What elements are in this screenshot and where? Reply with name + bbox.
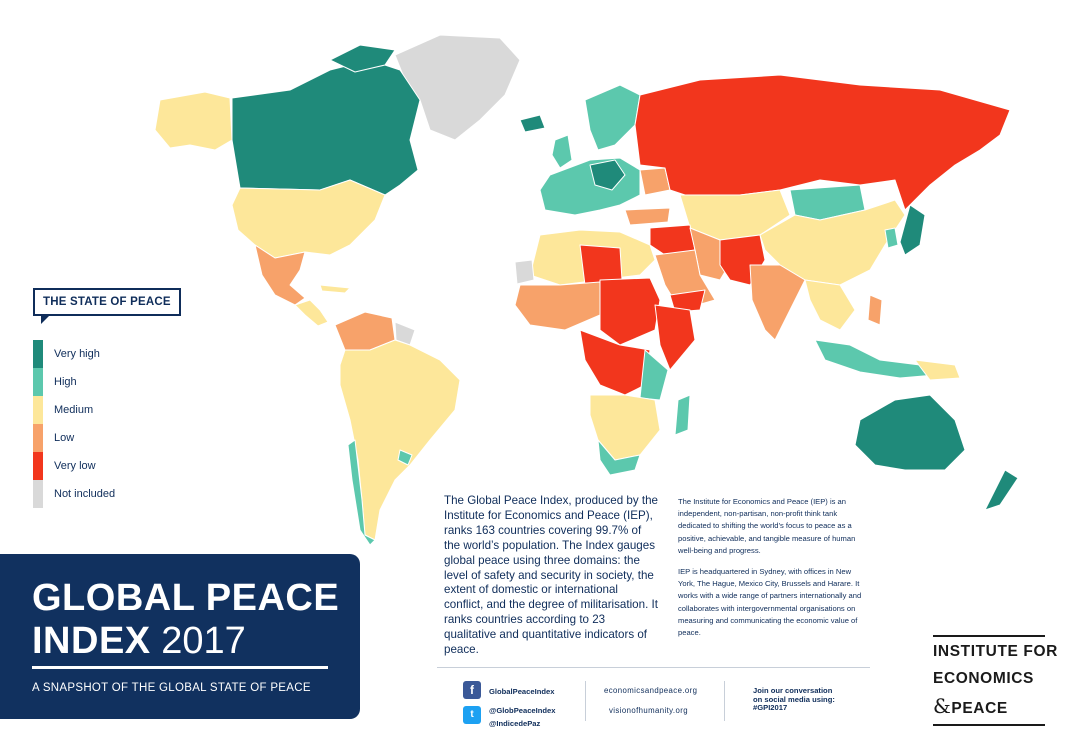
chile — [347, 439, 376, 546]
iep-paragraph-1: The Institute for Economics and Peace (I… — [678, 497, 856, 555]
philippines — [867, 294, 883, 326]
facebook-handle[interactable]: GlobalPeaceIndex — [489, 687, 555, 696]
legend-item-very-high: Very high — [33, 340, 223, 368]
footer-separator — [585, 681, 586, 721]
report-title-year: 2017 — [150, 620, 246, 662]
legend-swatch — [33, 424, 43, 452]
western-sahara — [514, 259, 535, 285]
social-cta: Join our conversation on social media us… — [753, 686, 835, 713]
south-africa — [597, 439, 641, 476]
sudan-chad — [599, 277, 661, 346]
cuba — [319, 284, 351, 294]
australia — [854, 394, 966, 471]
report-title-line2: INDEX 2017 — [32, 621, 246, 661]
legend-swatch — [33, 452, 43, 480]
logo-peace: PEACE — [951, 700, 1008, 717]
legend-title: THE STATE OF PEACE — [43, 296, 171, 308]
usa — [231, 179, 386, 259]
mexico — [254, 244, 306, 306]
legend-label: Low — [54, 432, 75, 444]
logo-rule-top — [933, 635, 1045, 637]
legend-swatch — [33, 480, 43, 508]
social-cta-line1: Join our conversation — [753, 686, 833, 695]
scandinavia — [584, 84, 641, 151]
southeast-asia — [804, 279, 856, 331]
south-america — [339, 339, 461, 541]
report-title-line1: GLOBAL PEACE — [32, 577, 340, 619]
footer-separator — [724, 681, 725, 721]
logo-line2: ECONOMICS — [933, 670, 1034, 687]
west-africa — [514, 281, 601, 331]
madagascar — [674, 394, 691, 436]
twitter-handle-1[interactable]: @GlobPeaceIndex — [489, 706, 556, 715]
link-economicsandpeace[interactable]: economicsandpeace.org — [604, 686, 698, 695]
india — [749, 264, 806, 341]
iceland — [519, 114, 546, 133]
legend-label: Medium — [54, 404, 94, 416]
legend-label: High — [54, 376, 77, 388]
iep-description: The Institute for Economics and Peace (I… — [678, 496, 868, 648]
world-peace-map — [154, 34, 1019, 546]
legend-item-high: High — [33, 368, 223, 396]
hashtag[interactable]: #GPI2017 — [753, 703, 788, 712]
central-europe — [589, 159, 626, 191]
canada-islands — [329, 44, 396, 73]
iep-paragraph-2: IEP is headquartered in Sydney, with off… — [678, 567, 862, 638]
title-card — [0, 554, 360, 719]
papua — [914, 359, 961, 381]
canada — [231, 59, 421, 196]
gpi-description: The Global Peace Index, produced by the … — [444, 494, 658, 657]
uk — [551, 134, 573, 169]
ethiopia-somalia — [654, 304, 696, 371]
logo-line3: &PEACE — [933, 694, 1008, 718]
indonesia — [814, 339, 936, 379]
east-africa — [639, 349, 669, 401]
new-zealand — [984, 469, 1019, 511]
legend-title-box: THE STATE OF PEACE — [33, 288, 181, 324]
logo-rule-bottom — [933, 724, 1045, 726]
korea — [884, 227, 899, 249]
facebook-icon[interactable]: f — [463, 681, 481, 699]
japan — [899, 204, 926, 256]
social-cta-line2: on social media using: — [753, 694, 835, 704]
title-divider — [32, 666, 328, 669]
report-title-index: INDEX — [32, 620, 151, 662]
uruguay — [397, 449, 413, 466]
legend-swatch — [33, 396, 43, 424]
legend-item-not-included: Not included — [33, 480, 223, 508]
footer-divider — [437, 667, 870, 668]
logo-ampersand: & — [933, 694, 952, 718]
legend-label: Very low — [54, 460, 96, 472]
legend-swatch — [33, 368, 43, 396]
legend-item-very-low: Very low — [33, 452, 223, 480]
legend-item-medium: Medium — [33, 396, 223, 424]
yemen — [669, 289, 706, 313]
legend-label: Very high — [54, 348, 100, 360]
legend-label: Not included — [54, 488, 116, 500]
report-subtitle: A SNAPSHOT OF THE GLOBAL STATE OF PEACE — [32, 682, 311, 694]
turkey — [624, 207, 671, 226]
alaska — [154, 91, 233, 151]
link-visionofhumanity[interactable]: visionofhumanity.org — [609, 706, 688, 715]
logo-line1: INSTITUTE FOR — [933, 643, 1058, 660]
twitter-handle-2[interactable]: @IndicedePaz — [489, 719, 541, 728]
legend-swatch — [33, 340, 43, 368]
central-africa — [579, 329, 651, 396]
central-america — [294, 299, 329, 327]
legend-item-low: Low — [33, 424, 223, 452]
twitter-icon[interactable]: t — [463, 706, 481, 724]
